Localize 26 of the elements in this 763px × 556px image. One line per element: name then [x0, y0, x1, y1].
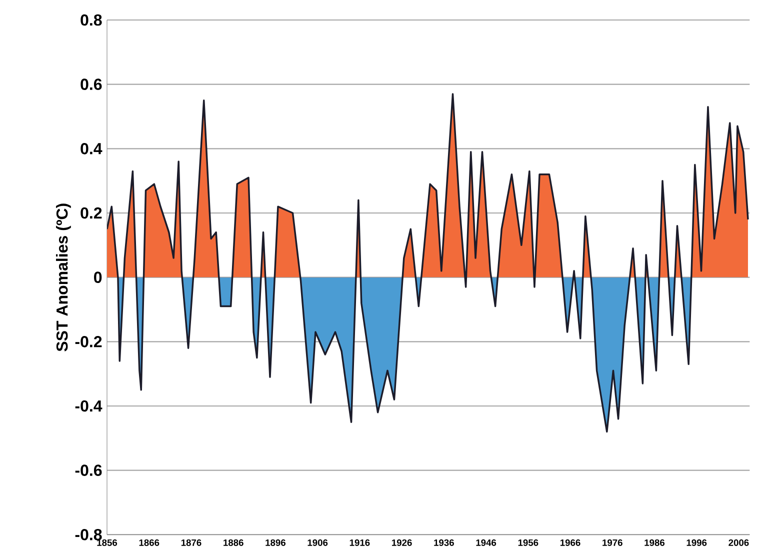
x-tick-label: 1896 [266, 539, 286, 546]
y-tick-label: 0.6 [80, 78, 102, 90]
x-tick-label: 1996 [686, 539, 707, 546]
x-tick-label: 1866 [139, 539, 160, 546]
x-tick-label: 1926 [392, 539, 412, 546]
y-tick-label: -0.6 [75, 464, 102, 476]
y-tick-label: -0.2 [75, 336, 102, 348]
y-tick-label: 0.4 [80, 143, 102, 154]
x-tick-label: 1966 [560, 539, 580, 546]
x-tick-label: 1886 [224, 539, 244, 546]
x-tick-label: 1856 [97, 539, 118, 546]
x-tick-label: 1986 [644, 539, 665, 546]
y-tick-label: 0.2 [80, 207, 102, 219]
x-tick-label: 1916 [350, 539, 370, 546]
x-tick-label: 1906 [308, 539, 328, 546]
y-tick-label: 0 [94, 272, 102, 283]
x-tick-label: 1976 [602, 539, 622, 546]
x-tick-label: 1956 [518, 539, 538, 546]
y-tick-label: -0.8 [75, 528, 102, 540]
x-tick-label: 1876 [181, 539, 202, 546]
y-tick-label: -0.4 [75, 400, 102, 412]
x-tick-label: 1936 [434, 539, 454, 546]
x-tick-label: 2006 [728, 539, 749, 546]
y-tick-label: 0.8 [80, 14, 102, 26]
x-tick-label: 1946 [476, 539, 496, 546]
y-axis-title: SST Anomalies (ºC) [56, 204, 71, 352]
